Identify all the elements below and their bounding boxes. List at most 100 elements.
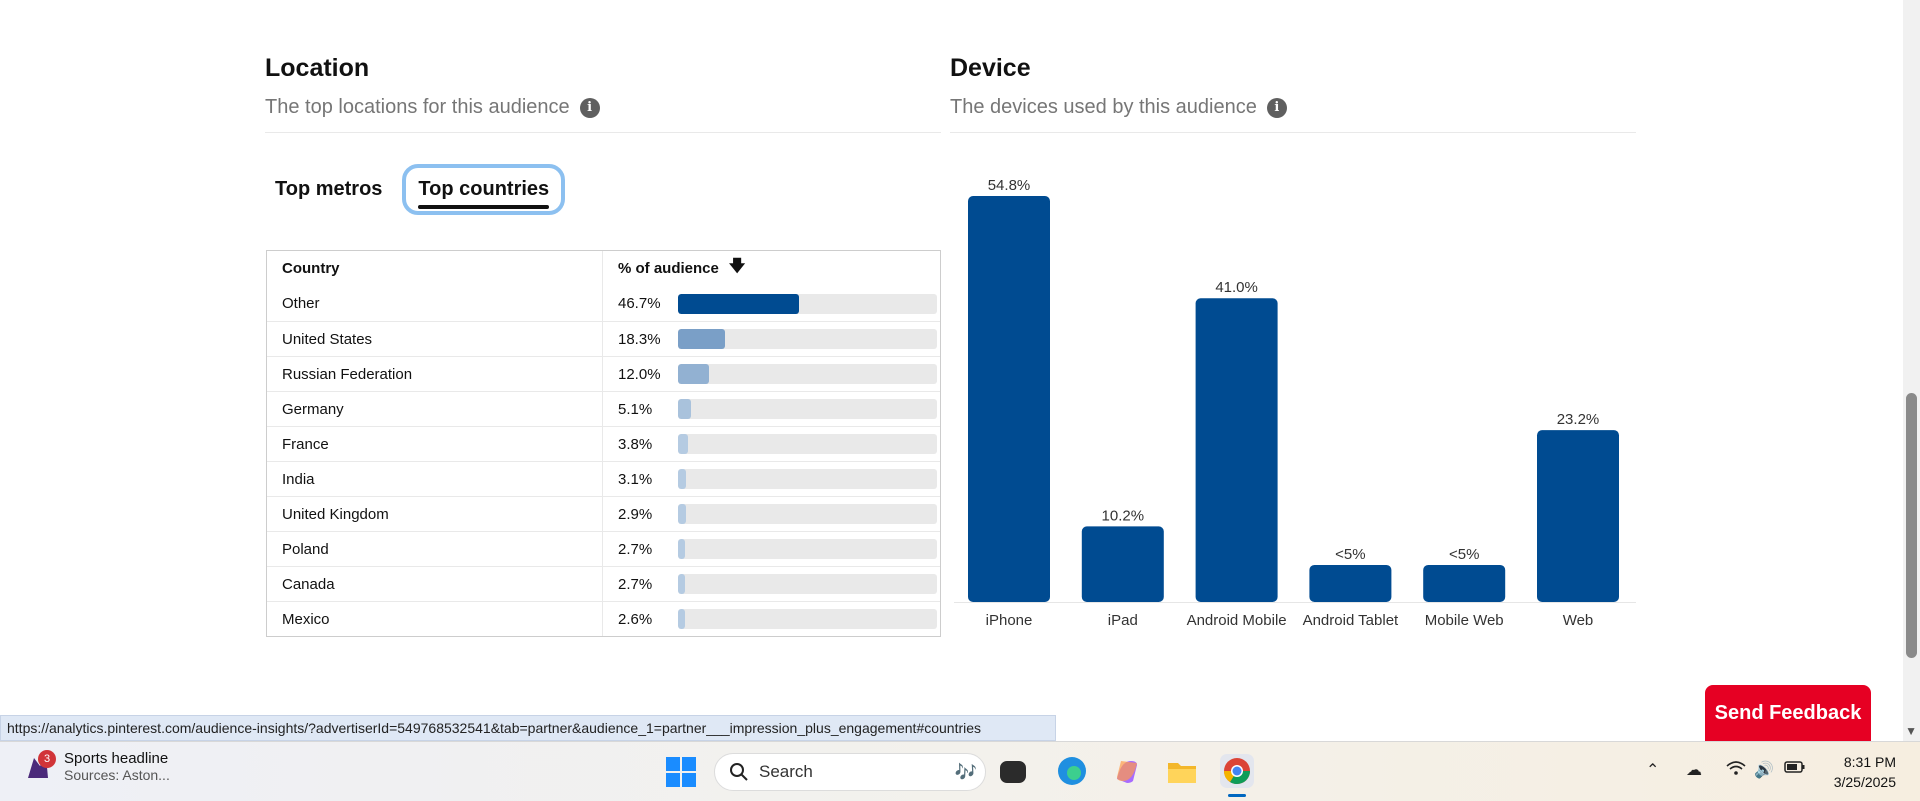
- pct-value: 2.7%: [618, 540, 653, 558]
- pct-value: 5.1%: [618, 400, 653, 418]
- search-highlight-icon: 🎶: [954, 761, 977, 782]
- table-row: Mexico 2.6%: [267, 601, 940, 636]
- table-row: United States 18.3%: [267, 321, 940, 356]
- file-explorer-icon[interactable]: [1165, 754, 1199, 788]
- category-label: iPad: [1108, 612, 1138, 629]
- table-row: Russian Federation 12.0%: [267, 356, 940, 391]
- tab-top-metros[interactable]: Top metros: [275, 178, 383, 200]
- pct-bar-track: [678, 434, 937, 454]
- table-row: Other 46.7%: [267, 286, 940, 321]
- device-divider: [950, 132, 1636, 133]
- pct-bar-fill: [678, 609, 685, 629]
- pct-value: 12.0%: [618, 365, 661, 383]
- pct-bar-fill: [678, 469, 687, 489]
- country-name: Russian Federation: [267, 357, 603, 391]
- bar-ipad[interactable]: [1081, 526, 1164, 602]
- bar-android-mobile[interactable]: [1195, 298, 1278, 602]
- news-title: Sports headline: [64, 750, 169, 767]
- bar-value-label: 10.2%: [1102, 507, 1145, 524]
- pct-cell: 2.6%: [603, 602, 940, 636]
- country-name: Germany: [267, 392, 603, 426]
- pct-cell: 12.0%: [603, 357, 940, 391]
- country-name: Canada: [267, 567, 603, 601]
- country-name: United Kingdom: [267, 497, 603, 531]
- bar-web[interactable]: [1537, 430, 1619, 602]
- device-chart: 54.8% iPhone 10.2% iPad 41.0% Android Mobile <…: [950, 160, 1640, 640]
- pct-cell: 2.9%: [603, 497, 940, 531]
- pct-bar-track: [678, 539, 937, 559]
- country-name: Other: [267, 286, 603, 321]
- tray-chevron-up-icon[interactable]: ⌃: [1646, 762, 1660, 779]
- pct-bar-track: [678, 364, 937, 384]
- chrome-icon[interactable]: [1220, 754, 1254, 788]
- col-header-country[interactable]: Country: [267, 251, 603, 286]
- bar-mobile-web[interactable]: [1423, 564, 1506, 602]
- volume-icon[interactable]: 🔊: [1754, 762, 1774, 779]
- pct-value: 2.9%: [618, 505, 653, 523]
- news-subtitle: Sources: Aston...: [64, 767, 170, 783]
- info-icon[interactable]: i: [579, 97, 600, 118]
- scrollbar[interactable]: ▼: [1903, 0, 1920, 741]
- category-label: Web: [1563, 612, 1594, 629]
- onedrive-offline-icon[interactable]: ☁: [1686, 762, 1702, 779]
- pct-bar-track: [678, 574, 937, 594]
- pct-bar-track: [678, 609, 937, 629]
- taskbar-search[interactable]: Search 🎶: [714, 753, 986, 791]
- pct-value: 2.7%: [618, 575, 653, 593]
- country-name: India: [267, 462, 603, 496]
- pct-cell: 3.1%: [603, 462, 940, 496]
- pct-value: 3.8%: [618, 435, 653, 453]
- edge-icon[interactable]: [1055, 754, 1089, 788]
- pct-value: 2.6%: [618, 610, 653, 628]
- send-feedback-button[interactable]: Send Feedback: [1705, 685, 1871, 741]
- pct-bar-fill: [678, 434, 688, 454]
- wifi-icon[interactable]: [1726, 760, 1746, 781]
- pct-bar-fill: [678, 574, 685, 594]
- pct-value: 3.1%: [618, 470, 653, 488]
- clock-date: 3/25/2025: [1833, 774, 1896, 790]
- table-row: Poland 2.7%: [267, 531, 940, 566]
- location-tabs: Top metros Top countries: [265, 164, 566, 215]
- news-badge: 3: [38, 749, 56, 768]
- windows-start-icon[interactable]: [666, 757, 696, 787]
- copilot-icon[interactable]: [1110, 754, 1144, 788]
- scrollbar-thumb[interactable]: [1906, 393, 1917, 658]
- pct-cell: 2.7%: [603, 532, 940, 566]
- pct-cell: 46.7%: [603, 286, 940, 321]
- pct-bar-fill: [678, 504, 686, 524]
- bar-iphone[interactable]: [968, 196, 1050, 602]
- country-name: United States: [267, 322, 603, 356]
- battery-icon[interactable]: [1784, 760, 1806, 779]
- device-subtitle-text: The devices used by this audience: [950, 96, 1257, 118]
- pct-bar-track: [678, 329, 937, 349]
- pct-bar-track: [678, 293, 937, 314]
- news-widget[interactable]: 3 Sports headline Sources: Aston...: [24, 749, 170, 783]
- bar-value-label: 54.8%: [988, 177, 1031, 194]
- search-icon: [730, 763, 748, 781]
- system-clock[interactable]: 8:31 PM 3/25/2025: [1834, 752, 1896, 792]
- bar-android-tablet[interactable]: [1309, 564, 1392, 602]
- sort-down-icon[interactable]: 🡇: [728, 258, 746, 275]
- pct-bar-fill: [678, 293, 799, 314]
- info-icon[interactable]: i: [1266, 97, 1287, 118]
- location-divider: [265, 132, 941, 133]
- device-bar-chart: 54.8% iPhone 10.2% iPad 41.0% Android Mobile <…: [954, 177, 1636, 629]
- table-body: Other 46.7% United States 18.3% Russian Fede…: [267, 286, 940, 636]
- clock-time: 8:31 PM: [1843, 754, 1896, 770]
- table-row: India 3.1%: [267, 461, 940, 496]
- scroll-down-arrow-icon[interactable]: ▼: [1905, 724, 1917, 738]
- col-header-pct[interactable]: % of audience 🡇: [603, 251, 940, 286]
- table-row: United Kingdom 2.9%: [267, 496, 940, 531]
- device-subtitle: The devices used by this audience i: [950, 96, 1287, 119]
- pct-cell: 18.3%: [603, 322, 940, 356]
- category-label: iPhone: [986, 612, 1033, 629]
- chrome-active-indicator: [1228, 794, 1246, 797]
- tab-top-countries[interactable]: Top countries: [402, 164, 566, 215]
- bar-value-label: <5%: [1449, 546, 1479, 563]
- device-title: Device: [950, 54, 1031, 82]
- pct-bar-fill: [678, 364, 710, 384]
- task-view-icon[interactable]: [1000, 761, 1026, 783]
- col-header-pct-label: % of audience: [618, 260, 719, 277]
- taskbar: 3 Sports headline Sources: Aston... Sear…: [0, 741, 1920, 801]
- pct-cell: 5.1%: [603, 392, 940, 426]
